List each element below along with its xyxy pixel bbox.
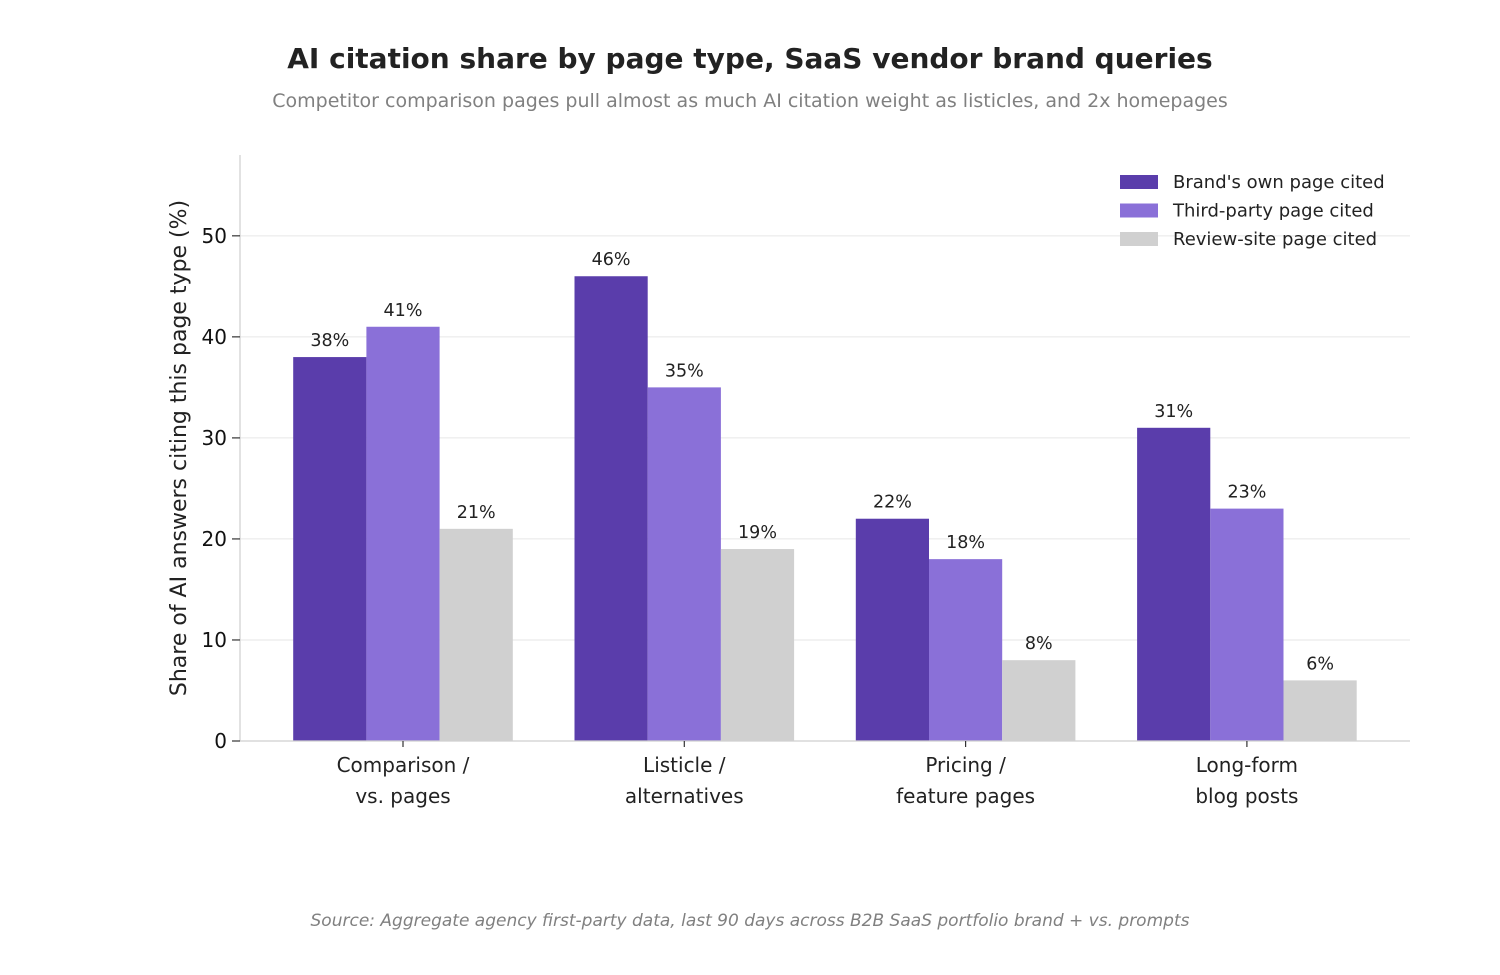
bar: [366, 326, 440, 741]
x-ticks: Comparison / vs. pages Listicle / alternati…: [337, 741, 1298, 808]
y-tick-label: 50: [202, 224, 227, 248]
chart-title: AI citation share by page type, SaaS ven…: [287, 42, 1212, 75]
legend-label: Third-party page cited: [1172, 201, 1374, 222]
y-tick-label: 40: [202, 325, 227, 349]
data-label: 38%: [310, 331, 349, 351]
bar: [439, 528, 513, 741]
chart-subtitle: Competitor comparison pages pull almost …: [272, 90, 1228, 112]
data-label: 8%: [1025, 634, 1053, 654]
bar: [855, 518, 929, 741]
bar: [1002, 660, 1076, 741]
bar: [1137, 427, 1211, 741]
bars: [293, 276, 1357, 741]
data-label: 23%: [1227, 483, 1266, 503]
x-tick-label: Comparison / vs. pages: [337, 753, 470, 808]
y-tick-label: 20: [202, 527, 227, 551]
bar: [647, 387, 721, 741]
data-label: 31%: [1154, 402, 1193, 422]
data-labels: 38% 41% 21% 46% 35% 19% 22% 18% 8% 31% 23% 6%: [310, 250, 1334, 674]
bar: [574, 276, 648, 741]
bar: [1210, 508, 1284, 741]
bar: [720, 549, 795, 741]
data-label: 35%: [665, 361, 704, 381]
y-tick-label: 0: [214, 729, 227, 753]
data-label: 46%: [592, 250, 631, 270]
x-tick-label: Long-form blog posts: [1195, 753, 1298, 808]
axes: [239, 155, 1410, 742]
data-label: 22%: [873, 493, 912, 513]
y-ticks: 0 10 20 30 40 50: [202, 224, 240, 753]
y-tick-label: 30: [202, 426, 227, 450]
legend-swatch: [1120, 232, 1158, 246]
legend: Brand's own page cited Third-party page c…: [1120, 172, 1385, 250]
y-tick-label: 10: [202, 628, 227, 652]
x-tick-label: Listicle / alternatives: [625, 753, 744, 808]
data-label: 21%: [457, 503, 496, 523]
bar: [293, 357, 367, 741]
bar: [929, 559, 1003, 741]
legend-label: Review-site page cited: [1173, 229, 1377, 250]
source-note: Source: Aggregate agency first-party dat…: [311, 911, 1190, 931]
bar: [1283, 680, 1357, 741]
data-label: 41%: [384, 301, 423, 321]
y-axis-label: Share of AI answers citing this page typ…: [167, 200, 192, 696]
data-label: 6%: [1306, 654, 1334, 674]
legend-label: Brand's own page cited: [1173, 172, 1385, 193]
legend-swatch: [1120, 203, 1158, 218]
x-tick-label: Pricing / feature pages: [896, 753, 1035, 808]
data-label: 18%: [946, 533, 985, 553]
legend-swatch: [1120, 175, 1158, 189]
data-label: 19%: [738, 523, 777, 543]
